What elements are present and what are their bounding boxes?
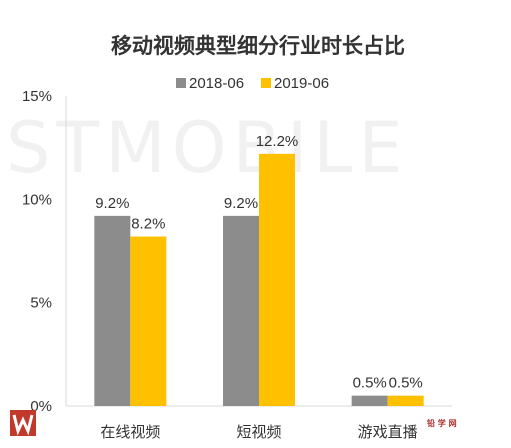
legend-label-2019-06: 2019-06 — [274, 75, 329, 92]
data-label: 9.2% — [224, 195, 258, 212]
category-labels: 在线视频 短视频 游戏直播 — [100, 423, 417, 441]
category-label: 在线视频 — [100, 423, 160, 441]
brand-logo-glyph — [12, 414, 34, 436]
bars — [94, 153, 424, 406]
y-tick-label: 15% — [22, 88, 52, 105]
legend-label-2018-06: 2018-06 — [189, 75, 244, 92]
bar-2019-06-2 — [387, 395, 424, 406]
data-label: 0.5% — [389, 375, 423, 392]
watermark: STMOBILE — [6, 107, 409, 189]
data-label: 8.2% — [131, 216, 165, 233]
data-label: 0.5% — [353, 375, 387, 392]
brand-logo-text: 铅 学 网 — [426, 418, 457, 428]
legend-swatch-2019-06 — [261, 78, 271, 88]
legend-swatch-2018-06 — [176, 78, 186, 88]
bar-2018-06-1 — [223, 215, 259, 406]
y-tick-label: 10% — [22, 191, 52, 208]
bar-2019-06-1 — [259, 153, 295, 406]
bar-2018-06-2 — [351, 395, 388, 406]
y-tick-label: 5% — [30, 295, 52, 312]
data-label: 9.2% — [95, 195, 129, 212]
data-label: 12.2% — [256, 133, 299, 150]
bar-2019-06-0 — [130, 236, 167, 406]
chart-title: 移动视频典型细分行业时长占比 — [111, 34, 405, 58]
data-labels: 9.2%8.2%9.2%12.2%0.5% 0.5% — [95, 133, 423, 392]
brand-logo: 铅 学 网 — [10, 410, 457, 436]
category-label: 游戏直播 — [358, 423, 418, 441]
category-label: 短视频 — [236, 423, 281, 441]
bar-2018-06-0 — [94, 215, 131, 406]
legend: 2018-06 2019-06 — [176, 75, 329, 92]
